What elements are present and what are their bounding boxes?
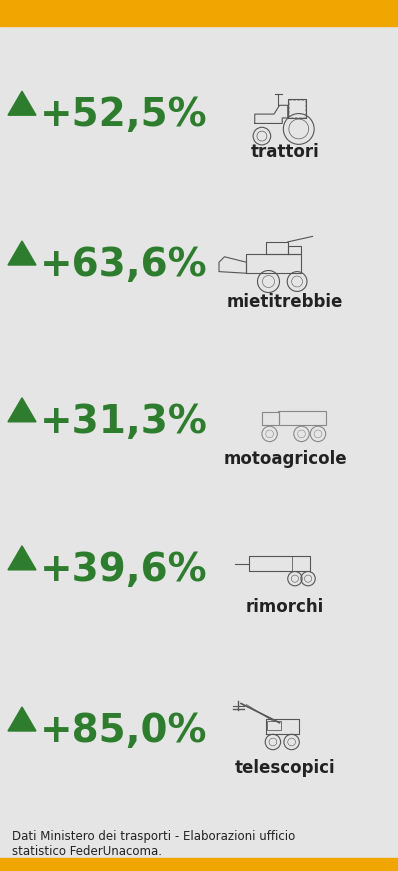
Polygon shape [8,241,36,265]
Polygon shape [8,398,36,422]
Text: Dati Ministero dei trasporti - Elaborazioni ufficio
statistico FederUnacoma.: Dati Ministero dei trasporti - Elaborazi… [12,830,295,858]
Polygon shape [8,546,36,570]
Bar [249,556,310,571]
Text: telescopici: telescopici [235,759,335,777]
Bar [267,720,281,730]
Text: motoagricole: motoagricole [223,449,347,468]
Bar [0,858,398,871]
Text: +39,6%: +39,6% [40,550,208,589]
Text: +63,6%: +63,6% [40,246,208,284]
Text: trattori: trattori [251,143,319,161]
Bar [0,0,398,26]
Text: +31,3%: +31,3% [40,402,208,441]
Bar [279,411,326,424]
Text: +85,0%: +85,0% [40,712,207,750]
Polygon shape [8,707,36,731]
Polygon shape [8,91,36,115]
Text: mietitrebbie: mietitrebbie [227,293,343,311]
Text: +52,5%: +52,5% [40,96,208,134]
Text: rimorchi: rimorchi [246,598,324,616]
